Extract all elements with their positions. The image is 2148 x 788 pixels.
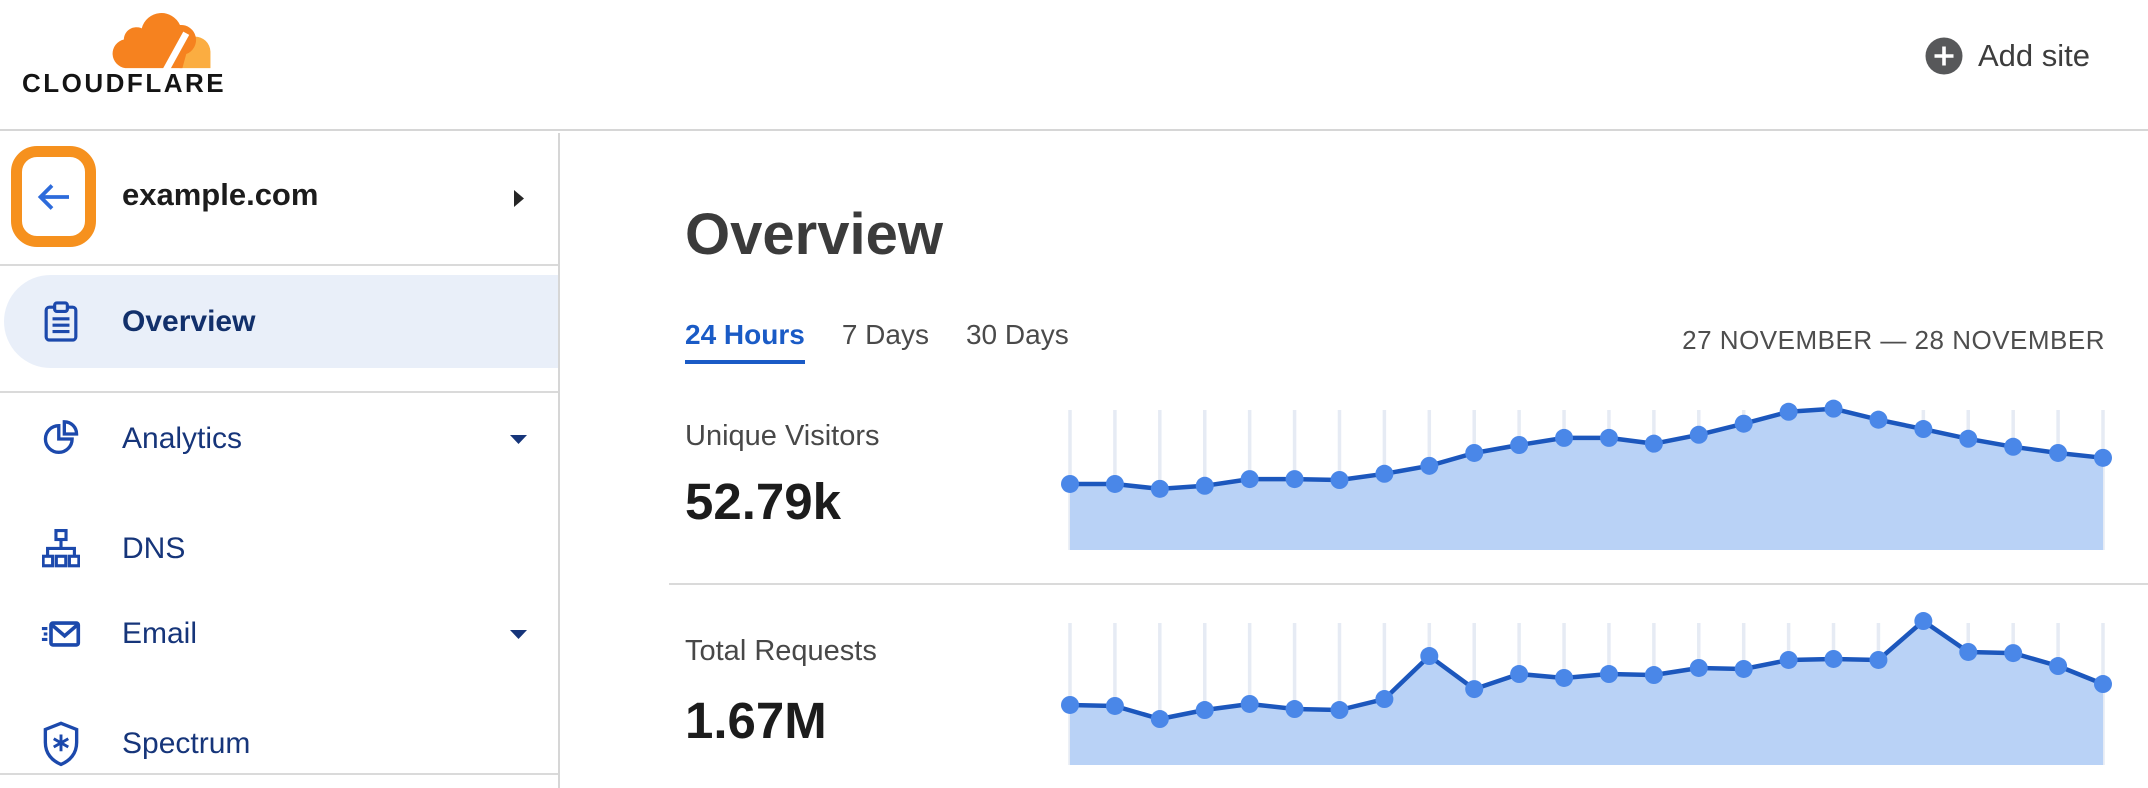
- cloudflare-cloud-icon: [112, 13, 211, 70]
- sidebar-item-dns[interactable]: DNS: [0, 516, 558, 582]
- metric-label-unique-visitors: Unique Visitors: [685, 420, 880, 452]
- dns-tree-icon: [41, 528, 81, 570]
- sidebar-item-label: Analytics: [122, 422, 243, 455]
- clipboard-icon: [41, 300, 81, 344]
- chevron-down-icon[interactable]: [509, 629, 528, 640]
- tab-24-hours[interactable]: 24 Hours: [685, 319, 805, 364]
- total-requests-chart[interactable]: [1061, 612, 2112, 765]
- metric-label-total-requests: Total Requests: [685, 635, 877, 667]
- chevron-right-icon[interactable]: [513, 189, 525, 208]
- back-button-highlight-annotation: [11, 146, 96, 247]
- sidebar-item-label: DNS: [122, 532, 186, 565]
- sidebar-item-overview[interactable]: Overview: [4, 275, 558, 368]
- sidebar-item-analytics[interactable]: Analytics: [0, 406, 558, 472]
- sidebar-divider: [0, 264, 558, 266]
- unique-visitors-chart[interactable]: [1061, 399, 2112, 550]
- chevron-down-icon[interactable]: [509, 434, 528, 445]
- section-divider: [669, 583, 2148, 585]
- plus-circle-icon: [1925, 37, 1963, 75]
- email-icon: [41, 617, 81, 651]
- tab-30-days[interactable]: 30 Days: [965, 319, 1069, 350]
- metric-value-unique-visitors: 52.79k: [685, 473, 841, 530]
- arrow-left-icon: [37, 183, 69, 210]
- pie-chart-icon: [41, 419, 81, 459]
- sidebar-divider: [0, 773, 558, 775]
- add-site-label: Add site: [1977, 38, 2090, 73]
- page-title: Overview: [685, 202, 943, 267]
- sidebar-item-label: Spectrum: [122, 727, 251, 760]
- main-content: Overview 24 Hours 7 Days 30 Days 27 NOVE…: [562, 133, 2148, 788]
- date-range: 27 NOVEMBER — 28 NOVEMBER: [1682, 325, 2105, 355]
- cloudflare-logo-text: CLOUDFLARE: [22, 68, 227, 98]
- sidebar-item-spectrum[interactable]: Spectrum: [0, 711, 558, 777]
- time-range-tabs: 24 Hours 7 Days 30 Days: [685, 319, 1069, 364]
- sidebar-item-email[interactable]: Email: [0, 601, 558, 667]
- sidebar-item-label: Email: [122, 617, 198, 650]
- top-bar: CLOUDFLARE Add site: [0, 0, 2148, 131]
- site-header: example.com: [0, 133, 558, 264]
- shield-spark-icon: [41, 721, 81, 767]
- back-button[interactable]: [32, 179, 76, 215]
- site-name: example.com: [122, 177, 319, 212]
- sidebar-divider: [0, 391, 558, 393]
- metric-value-total-requests: 1.67M: [685, 692, 827, 749]
- sidebar-item-label: Overview: [122, 304, 256, 338]
- tab-7-days[interactable]: 7 Days: [841, 319, 929, 350]
- add-site-button[interactable]: Add site: [1924, 36, 2090, 76]
- sidebar: example.com Overview Analytics: [0, 133, 560, 788]
- cloudflare-logo[interactable]: CLOUDFLARE: [22, 6, 224, 106]
